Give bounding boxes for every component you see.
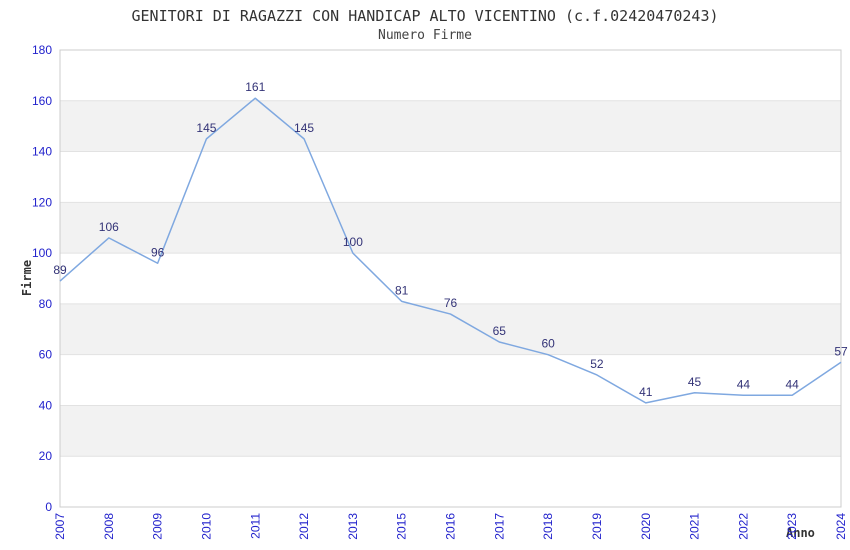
y-tick-label: 20: [39, 449, 53, 463]
x-tick-label: 2019: [590, 513, 604, 540]
data-point-label: 44: [786, 377, 800, 391]
x-tick-label: 2010: [199, 513, 213, 540]
chart-subtitle: Numero Firme: [378, 28, 472, 43]
data-point-label: 41: [639, 385, 653, 399]
y-tick-label: 40: [39, 398, 53, 412]
data-point-label: 81: [395, 283, 409, 297]
y-tick-label: 120: [32, 195, 52, 209]
plot-border: [59, 49, 842, 508]
data-point-label: 52: [590, 357, 604, 371]
data-point-label: 89: [53, 263, 67, 277]
x-tick-label: 2023: [785, 513, 799, 540]
x-tick-label: 2011: [248, 513, 262, 539]
x-tick-label: 2007: [53, 513, 67, 540]
data-point-label: 57: [834, 344, 848, 358]
x-tick-label: 2017: [492, 513, 506, 540]
x-axis-title: Anno: [786, 526, 815, 540]
data-point-label: 76: [444, 296, 458, 310]
x-tick-label: 2009: [151, 513, 165, 540]
grid-band: [60, 100, 841, 152]
data-point-label: 65: [493, 324, 507, 338]
x-tick-label: 2015: [395, 513, 409, 540]
grid-band: [60, 405, 841, 457]
series-line: [59, 97, 842, 404]
data-point-label: 60: [541, 337, 555, 351]
x-tick-label: 2020: [639, 513, 653, 540]
x-tick-label: 2022: [736, 513, 750, 540]
x-tick-label: 2016: [444, 513, 458, 540]
chart-title: GENITORI DI RAGAZZI CON HANDICAP ALTO VI…: [131, 7, 719, 25]
y-tick-label: 160: [32, 94, 52, 108]
x-tick-label: 2018: [541, 513, 555, 540]
grid-band: [60, 303, 841, 355]
data-point-label: 161: [245, 80, 265, 94]
y-tick-label: 0: [45, 500, 52, 514]
y-tick-label: 80: [39, 297, 53, 311]
data-point-label: 44: [737, 377, 751, 391]
data-point-label: 145: [196, 121, 216, 135]
x-tick-label: 2021: [688, 513, 702, 540]
data-point-label: 45: [688, 375, 702, 389]
y-tick-label: 100: [32, 246, 52, 260]
grid-band: [60, 202, 841, 254]
data-point-label: 106: [99, 220, 119, 234]
y-tick-label: 140: [32, 145, 52, 159]
data-point-label: 100: [343, 235, 363, 249]
x-tick-label: 2024: [834, 513, 848, 540]
y-tick-label: 60: [39, 348, 53, 362]
x-tick-label: 2012: [297, 513, 311, 540]
x-tick-label: 2008: [102, 513, 116, 540]
data-point-label: 96: [151, 245, 165, 259]
x-tick-label: 2013: [346, 513, 360, 540]
y-tick-label: 180: [32, 43, 52, 57]
data-point-label: 145: [294, 121, 314, 135]
